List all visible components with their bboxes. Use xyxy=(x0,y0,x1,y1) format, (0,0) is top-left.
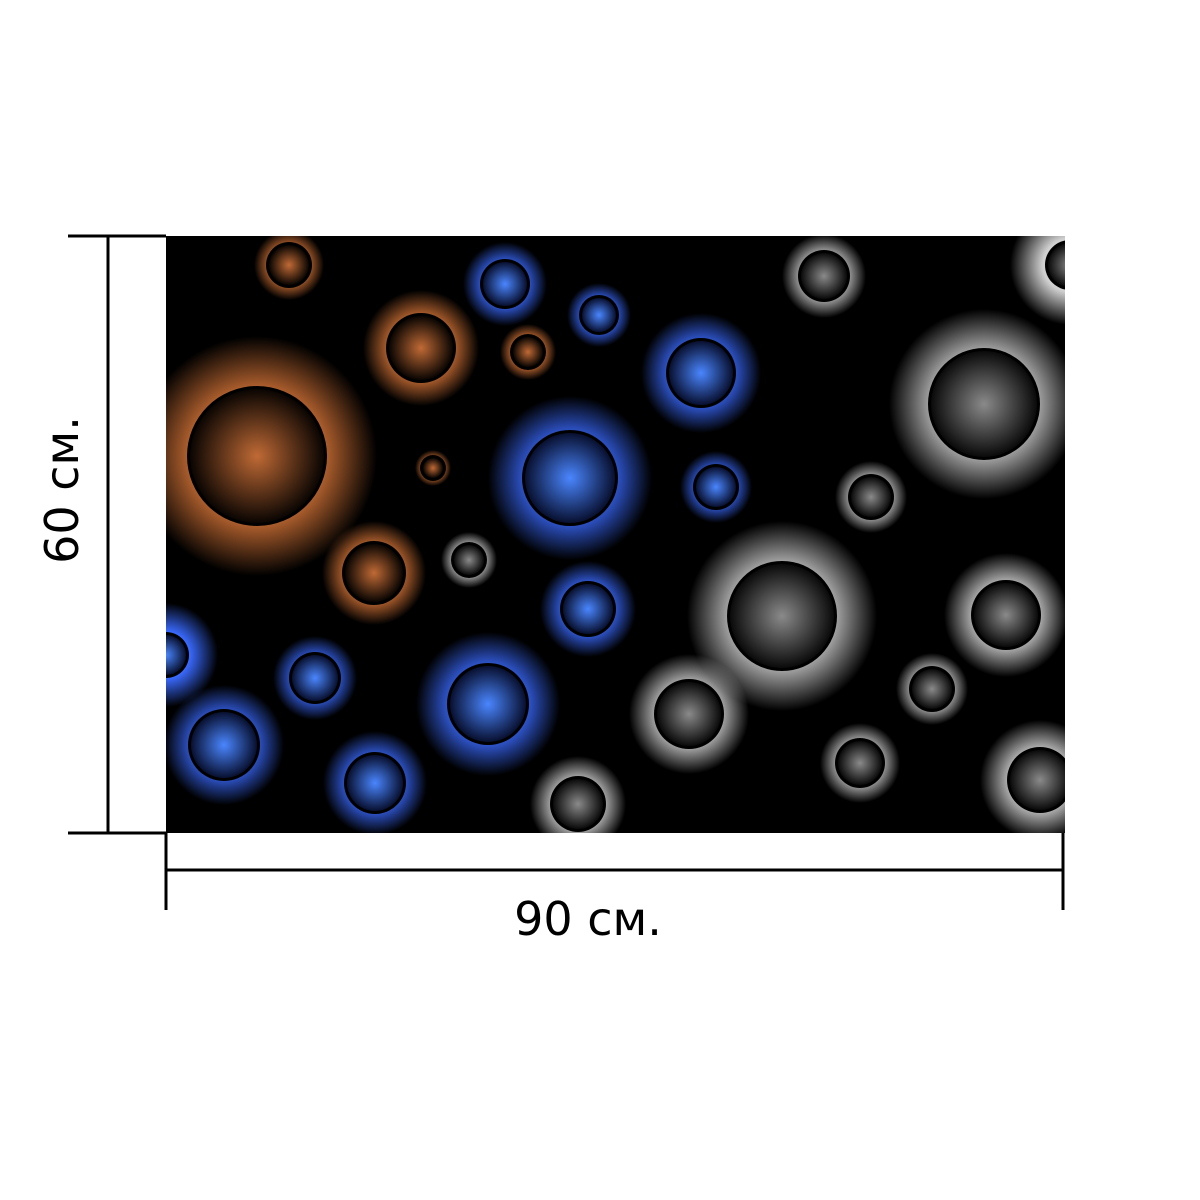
bubble-core xyxy=(931,351,1037,457)
bubble-core xyxy=(838,741,882,785)
bubble-core xyxy=(423,458,443,478)
bubble-core xyxy=(669,341,733,405)
bubble-core xyxy=(1048,243,1065,287)
bubble-core xyxy=(1010,750,1065,810)
bubble-core xyxy=(582,298,616,332)
bubble-core xyxy=(657,682,721,746)
bubble-core xyxy=(389,316,453,380)
width-label: 90 см. xyxy=(514,892,662,946)
bubble-glow xyxy=(166,603,218,707)
bubble-core xyxy=(454,545,484,575)
bubble-core xyxy=(974,583,1038,647)
bubble-core xyxy=(912,669,952,709)
bubble-core xyxy=(269,245,309,285)
bubble-core xyxy=(347,755,403,811)
bubble-core xyxy=(730,564,834,668)
bubble-glow xyxy=(1010,236,1065,325)
bubble-core xyxy=(553,779,603,829)
bubble-artwork xyxy=(166,236,1065,833)
bubble-core xyxy=(191,712,257,778)
bubble-core xyxy=(563,584,613,634)
bubble-core xyxy=(190,389,324,523)
bubble-core xyxy=(851,477,891,517)
bubble-core xyxy=(166,635,186,675)
bubble-core xyxy=(292,655,338,701)
bubble-core xyxy=(345,544,403,602)
bubble-core xyxy=(525,433,615,523)
bubble-core xyxy=(696,467,736,507)
bubble-core xyxy=(801,253,847,299)
bubble-core xyxy=(450,666,526,742)
bubble-core xyxy=(483,262,527,306)
bubble-core xyxy=(513,337,543,367)
height-label: 60 см. xyxy=(35,416,89,564)
